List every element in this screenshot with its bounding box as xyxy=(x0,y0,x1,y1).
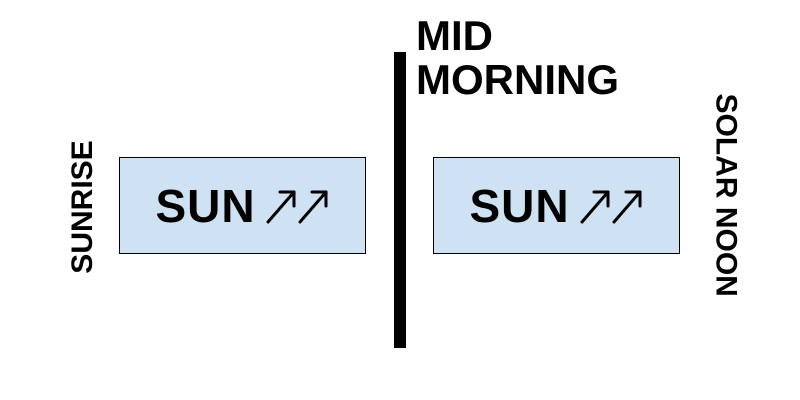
double-up-right-arrow-icon xyxy=(580,187,644,225)
sunrise-label: SUNRISE xyxy=(66,140,99,274)
double-up-right-arrow-icon xyxy=(266,187,330,225)
sun-box-left: SUN xyxy=(119,157,366,254)
sun-box-right: SUN xyxy=(433,157,680,254)
mid-morning-divider xyxy=(394,52,406,348)
mid-morning-label-line1: MID xyxy=(416,12,493,59)
solar-noon-label: SOLAR NOON xyxy=(709,93,743,297)
mid-morning-label-line2: MORNING xyxy=(416,56,619,103)
sun-box-label: SUN xyxy=(469,179,570,232)
sun-box-content: SUN xyxy=(469,179,643,233)
sun-box-label: SUN xyxy=(155,179,256,232)
sun-box-content: SUN xyxy=(155,179,329,233)
mid-morning-label: MID MORNING xyxy=(416,14,619,102)
